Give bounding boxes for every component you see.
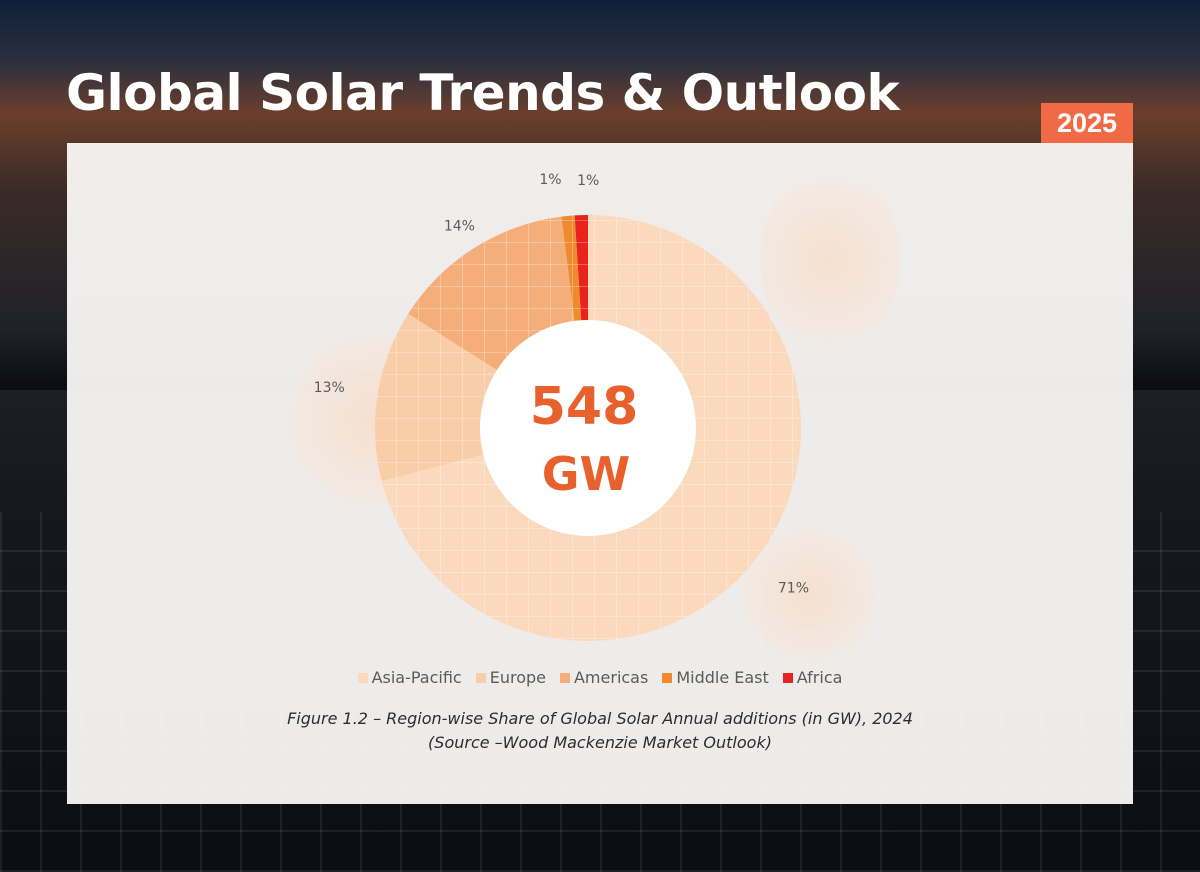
legend-item-europe: Europe [475,668,546,687]
slice-label-europe: 13% [314,380,345,396]
legend-swatch-europe [475,672,486,683]
legend-label-africa: Africa [796,668,843,687]
page-title: Global Solar Trends & Outlook [66,64,900,122]
legend-label-americas: Americas [573,668,649,687]
legend-swatch-asia-pacific [357,672,368,683]
chart-legend: Asia-Pacific Europe Americas Middle East… [67,668,1133,687]
legend-swatch-middle-east [662,672,673,683]
slice-label-middle-east: 1% [539,172,561,188]
legend-item-asia-pacific: Asia-Pacific [357,668,462,687]
slice-label-africa: 1% [577,173,599,189]
donut-hole [480,320,696,536]
decor-panel-circle [760,160,900,360]
legend-swatch-americas [559,672,570,683]
slice-label-asia-pacific: 71% [778,580,809,596]
legend-item-americas: Americas [559,668,649,687]
legend-item-africa: Africa [782,668,843,687]
center-unit: GW [542,447,631,501]
legend-item-middle-east: Middle East [662,668,769,687]
legend-label-middle-east: Middle East [676,668,769,687]
caption-line-2: (Source –Wood Mackenzie Market Outlook) [428,733,772,752]
center-value: 548 [530,377,639,437]
legend-label-europe: Europe [489,668,546,687]
year-badge: 2025 [1041,103,1133,143]
figure-caption: Figure 1.2 – Region-wise Share of Global… [67,707,1133,755]
slice-labels: 1% 1% 14% 13% 71% [314,172,809,596]
caption-line-1: Figure 1.2 – Region-wise Share of Global… [287,709,913,728]
legend-swatch-africa [782,672,793,683]
slice-label-americas: 14% [444,218,475,234]
legend-label-asia-pacific: Asia-Pacific [371,668,462,687]
